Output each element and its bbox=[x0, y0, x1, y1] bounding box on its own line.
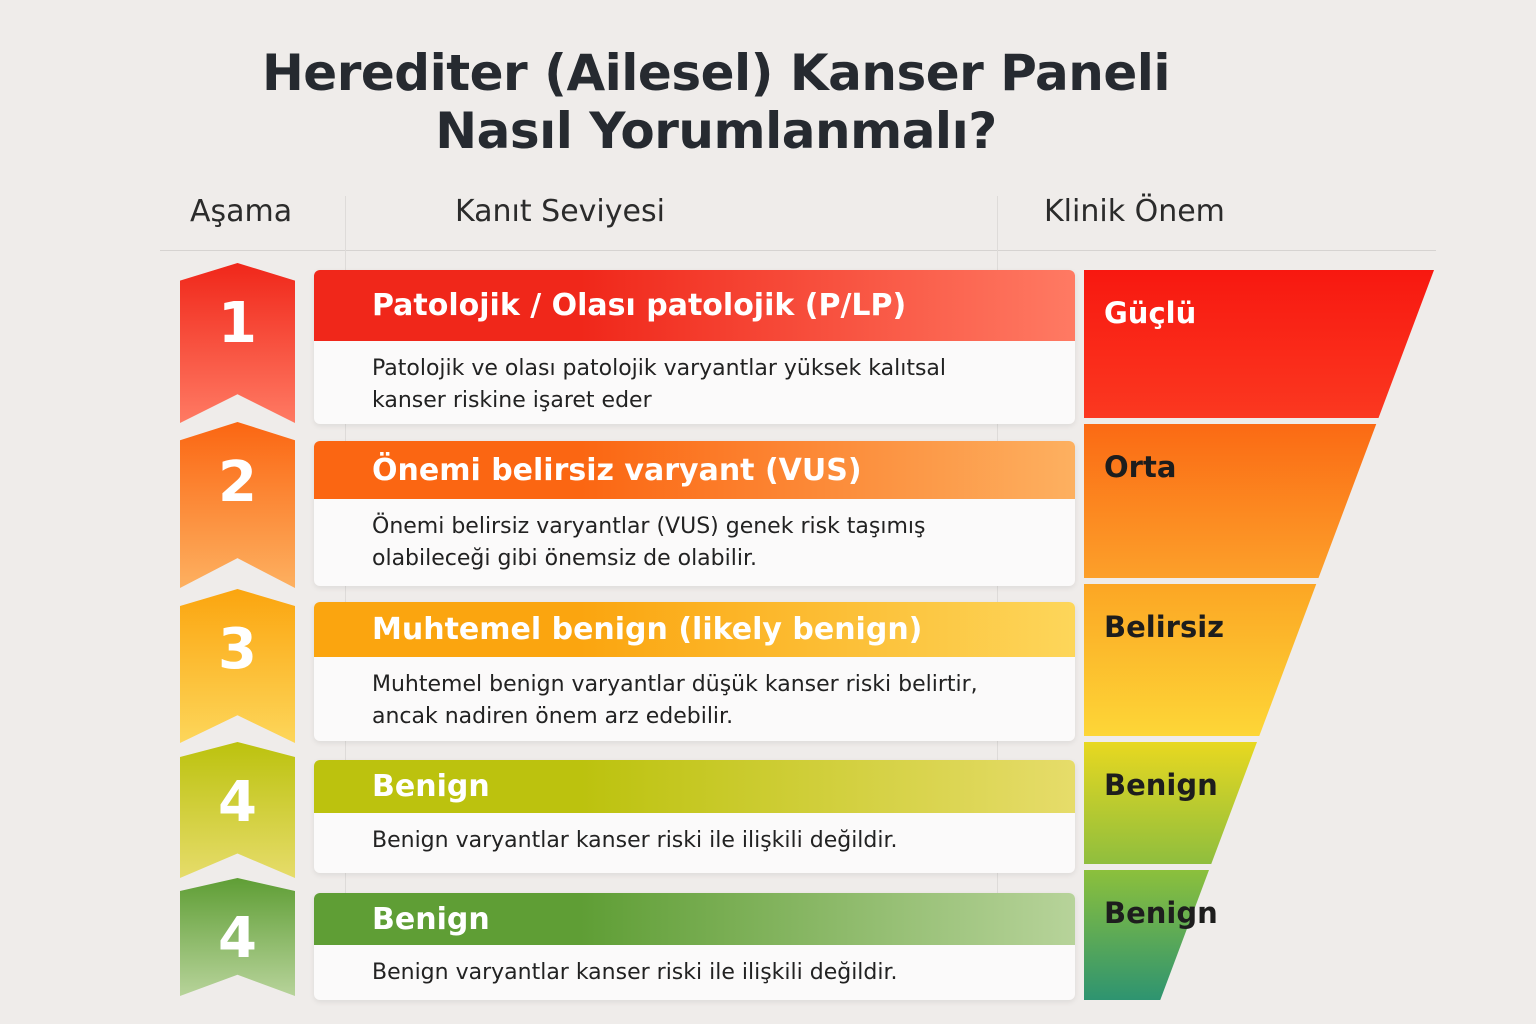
clinical-level-label: Benign bbox=[1104, 768, 1218, 802]
clinical-level-label: Benign bbox=[1104, 896, 1218, 930]
clinical-level-label: Orta bbox=[1104, 450, 1177, 484]
clinical-level-label: Güçlü bbox=[1104, 296, 1197, 330]
funnel-segment bbox=[1084, 584, 1317, 736]
clinical-level-label: Belirsiz bbox=[1104, 610, 1225, 644]
stage-number: 4 bbox=[218, 906, 257, 971]
evidence-card: Muhtemel benign (likely benign) Muhtemel… bbox=[314, 602, 1075, 741]
evidence-title: Önemi belirsiz varyant (VUS) bbox=[314, 441, 1075, 499]
funnel-segment bbox=[1084, 424, 1377, 578]
evidence-title: Benign bbox=[314, 893, 1075, 945]
page-title: Herediter (Ailesel) Kanser Paneli Nasıl … bbox=[261, 44, 1171, 160]
evidence-description: Muhtemel benign varyantlar düşük kanser … bbox=[372, 672, 978, 729]
evidence-title: Benign bbox=[314, 760, 1075, 813]
header-divider bbox=[160, 250, 1436, 251]
evidence-card: Benign Benign varyantlar kanser riski il… bbox=[314, 760, 1075, 873]
column-header-evidence: Kanıt Seviyesi bbox=[455, 194, 665, 229]
evidence-card: Benign Benign varyantlar kanser riski il… bbox=[314, 893, 1075, 1000]
evidence-card: Önemi belirsiz varyant (VUS) Önemi belir… bbox=[314, 441, 1075, 586]
evidence-title: Patolojik / Olası patolojik (P/LP) bbox=[314, 270, 1075, 341]
funnel-segment bbox=[1084, 870, 1209, 1000]
stage-number: 1 bbox=[218, 291, 257, 356]
evidence-card: Patolojik / Olası patolojik (P/LP) Patol… bbox=[314, 270, 1075, 424]
column-divider bbox=[997, 196, 998, 976]
evidence-title: Muhtemel benign (likely benign) bbox=[314, 602, 1075, 657]
stage-number: 4 bbox=[218, 770, 257, 835]
evidence-description: Önemi belirsiz varyantlar (VUS) genek ri… bbox=[372, 514, 926, 571]
evidence-description: Benign varyantlar kanser riski ile ilişk… bbox=[372, 828, 898, 853]
stage-number: 3 bbox=[218, 617, 257, 682]
column-header-clinical: Klinik Önem bbox=[1044, 194, 1225, 229]
funnel-segment bbox=[1084, 270, 1434, 418]
evidence-description: Patolojik ve olası patolojik varyantlar … bbox=[372, 356, 947, 413]
column-header-stage: Aşama bbox=[190, 194, 293, 229]
column-divider bbox=[345, 196, 346, 976]
evidence-description: Benign varyantlar kanser riski ile ilişk… bbox=[372, 960, 898, 985]
stage-number: 2 bbox=[218, 450, 257, 515]
funnel-segment bbox=[1084, 742, 1257, 864]
